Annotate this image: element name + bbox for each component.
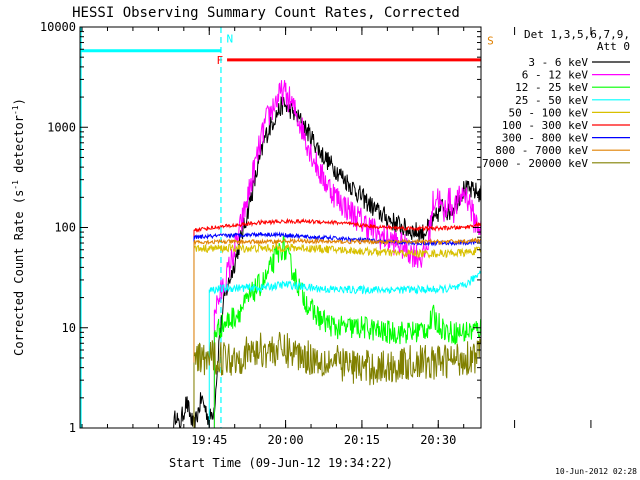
axis-ticks: 19:45 20:00 20:15 20:30 1 10 100 1000 10000 xyxy=(40,20,592,447)
x-axis-label: Start Time (09-Jun-12 19:34:22) xyxy=(169,456,393,470)
y-tick-label: 1000 xyxy=(47,120,76,134)
legend-entry-label: 3 - 6 keV xyxy=(528,56,588,69)
y-axis-label-sup2: -1 xyxy=(11,105,20,115)
legend-entry-label: 300 - 800 keV xyxy=(502,132,588,145)
y-tick-label: 1 xyxy=(69,421,76,435)
series-line xyxy=(193,231,481,247)
legend-entry-label: 50 - 100 keV xyxy=(509,106,589,119)
chart-title: HESSI Observing Summary Count Rates, Cor… xyxy=(72,5,460,21)
series-line xyxy=(213,235,481,345)
observing-bar-label: F xyxy=(216,54,223,67)
series-line xyxy=(173,96,481,428)
x-tick-label: 19:45 xyxy=(191,433,227,447)
series-line xyxy=(213,80,481,316)
y-axis-label-main: Corrected Count Rate (s xyxy=(12,190,26,356)
legend-entry-label: 800 - 7000 keV xyxy=(495,144,588,157)
legend-entry-label: 12 - 25 keV xyxy=(515,81,588,94)
legend-title-2: Att 0 xyxy=(597,40,630,53)
observing-bar-label: N xyxy=(226,33,233,46)
legend-entry-label: 25 - 50 keV xyxy=(515,94,588,107)
y-axis-label: Corrected Count Rate (s-1 detector-1) xyxy=(11,98,26,356)
y-axis-label-mid: detector xyxy=(12,115,26,180)
series-line xyxy=(193,331,481,386)
y-tick-label: 100 xyxy=(54,221,76,235)
y-tick-label: 10 xyxy=(62,321,76,335)
observing-bars: NF S xyxy=(80,33,494,67)
series-line xyxy=(193,217,481,233)
y-axis-label-sup1: -1 xyxy=(11,180,20,190)
legend-entry-label: 6 - 12 keV xyxy=(522,69,589,82)
footer-timestamp: 10-Jun-2012 02:28 xyxy=(555,467,637,476)
series-line xyxy=(208,265,481,295)
x-tick-label: 20:15 xyxy=(344,433,380,447)
legend-title-1: Det 1,3,5,6,7,9, xyxy=(524,28,630,41)
y-axis-label-end: ) xyxy=(12,98,26,105)
observing-bar-label: S xyxy=(487,35,494,48)
series-line xyxy=(193,237,481,246)
x-tick-label: 20:30 xyxy=(420,433,456,447)
legend-entry-label: 7000 - 20000 keV xyxy=(482,157,588,170)
y-tick-label: 10000 xyxy=(40,20,76,34)
series-line xyxy=(193,242,481,259)
x-tick-label: 20:00 xyxy=(268,433,304,447)
series-lines xyxy=(173,80,481,428)
legend-entry-label: 100 - 300 keV xyxy=(502,119,588,132)
